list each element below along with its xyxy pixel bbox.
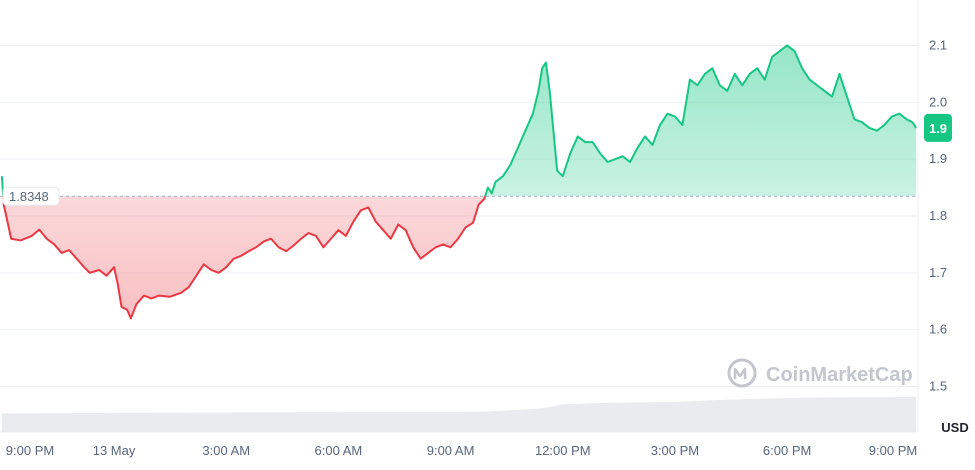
x-tick-label: 9:00 AM (427, 443, 475, 458)
x-tick-label: 13 May (93, 443, 136, 458)
x-tick-label: 12:00 PM (535, 443, 591, 458)
y-tick-label: 2.0 (929, 94, 947, 109)
y-tick-label: 1.6 (929, 322, 947, 337)
x-tick-label: 9:00 PM (869, 443, 917, 458)
coinmarketcap-logo-icon (727, 358, 757, 388)
x-tick-label: 9:00 PM (6, 443, 54, 458)
current-price-badge: 1.9 (924, 113, 952, 142)
y-tick-label: 1.7 (929, 265, 947, 280)
x-tick-label: 3:00 AM (202, 443, 250, 458)
x-tick-label: 6:00 AM (315, 443, 363, 458)
volume-area (1, 397, 917, 432)
price-area (1, 45, 917, 319)
reference-price-label: 1.8348 (9, 189, 49, 204)
watermark: CoinMarketCap (727, 358, 913, 388)
price-area-down (1, 196, 917, 319)
y-tick-label: 1.5 (929, 379, 947, 394)
price-area-up (1, 45, 917, 197)
price-line-down (2, 196, 487, 320)
y-axis: 1.5 1.6 1.7 1.8 1.9 2.0 2.1 (929, 37, 947, 393)
volume-shape (1, 397, 917, 432)
y-tick-label: 2.1 (929, 37, 947, 52)
watermark-text: CoinMarketCap (766, 364, 913, 386)
current-price-label: 1.9 (929, 121, 947, 136)
x-axis: 9:00 PM 13 May 3:00 AM 6:00 AM 9:00 AM 12:00 … (6, 443, 917, 458)
price-line-up (0, 44, 917, 197)
x-tick-label: 3:00 PM (651, 443, 699, 458)
reference-price-badge: 1.8348 (2, 186, 60, 206)
x-tick-label: 6:00 PM (763, 443, 811, 458)
y-axis-unit: USD (941, 420, 968, 435)
y-tick-label: 1.8 (929, 208, 947, 223)
price-line (0, 44, 917, 320)
y-tick-label: 1.9 (929, 151, 947, 166)
